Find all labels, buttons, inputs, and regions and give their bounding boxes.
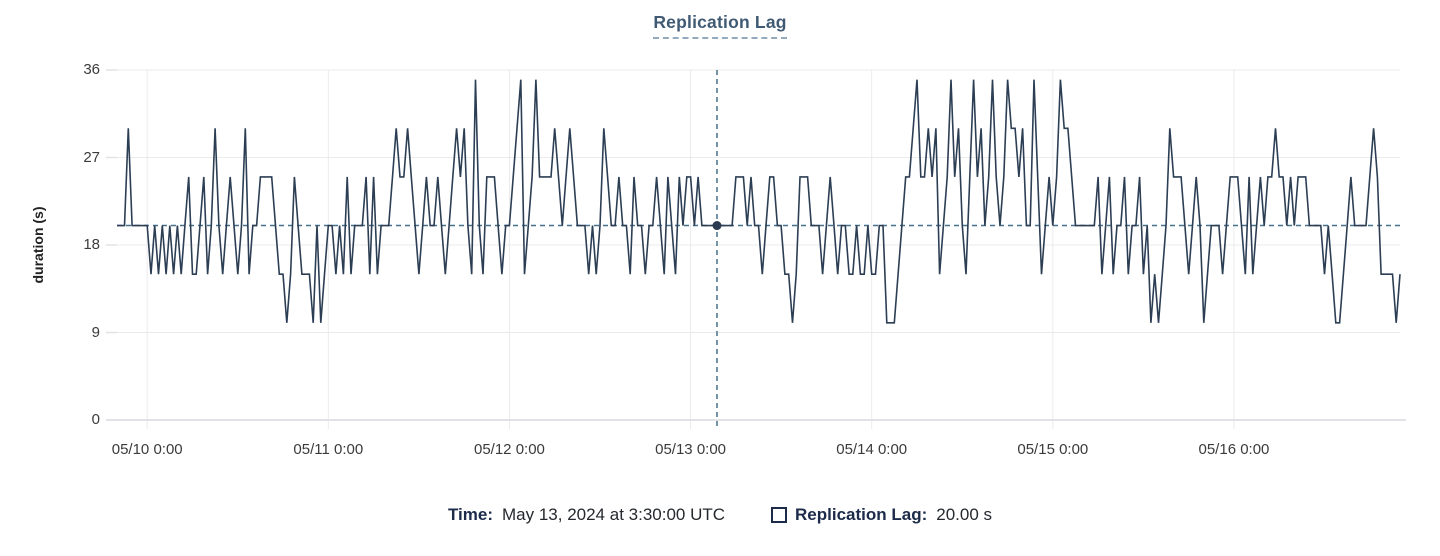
y-tick-label: 27 — [83, 148, 100, 166]
x-tick-label: 05/16 0:00 — [1198, 441, 1270, 458]
x-tick-label: 05/11 0:00 — [293, 441, 364, 458]
time-value: May 13, 2024 at 3:30:00 UTC — [502, 505, 726, 524]
chart-header: Replication Lag — [0, 12, 1440, 39]
legend-item-replication-lag[interactable]: Replication Lag: 20.00 s — [771, 505, 992, 525]
x-tick-label: 05/10 0:00 — [111, 441, 183, 458]
x-tick-label: 05/15 0:00 — [1017, 441, 1089, 458]
replication-lag-series-line — [117, 79, 1401, 324]
legend-label: Replication Lag: — [795, 505, 928, 524]
time-label: Time: — [447, 505, 493, 524]
x-tick-label: 05/12 0:00 — [473, 441, 545, 458]
y-tick-label: 36 — [83, 61, 100, 78]
legend-value: 20.00 s — [936, 505, 993, 524]
y-tick-label: 18 — [83, 236, 100, 253]
y-tick-label: 9 — [91, 323, 100, 341]
y-tick-label: 0 — [91, 411, 100, 428]
chart-footer: Time: May 13, 2024 at 3:30:00 UTC Replic… — [0, 505, 1440, 525]
x-tick-label: 05/14 0:00 — [836, 441, 908, 458]
chart-title[interactable]: Replication Lag — [653, 12, 787, 39]
legend-swatch-icon — [771, 507, 788, 523]
x-tick-label: 05/13 0:00 — [655, 441, 727, 458]
crosshair-marker-dot — [712, 221, 722, 231]
